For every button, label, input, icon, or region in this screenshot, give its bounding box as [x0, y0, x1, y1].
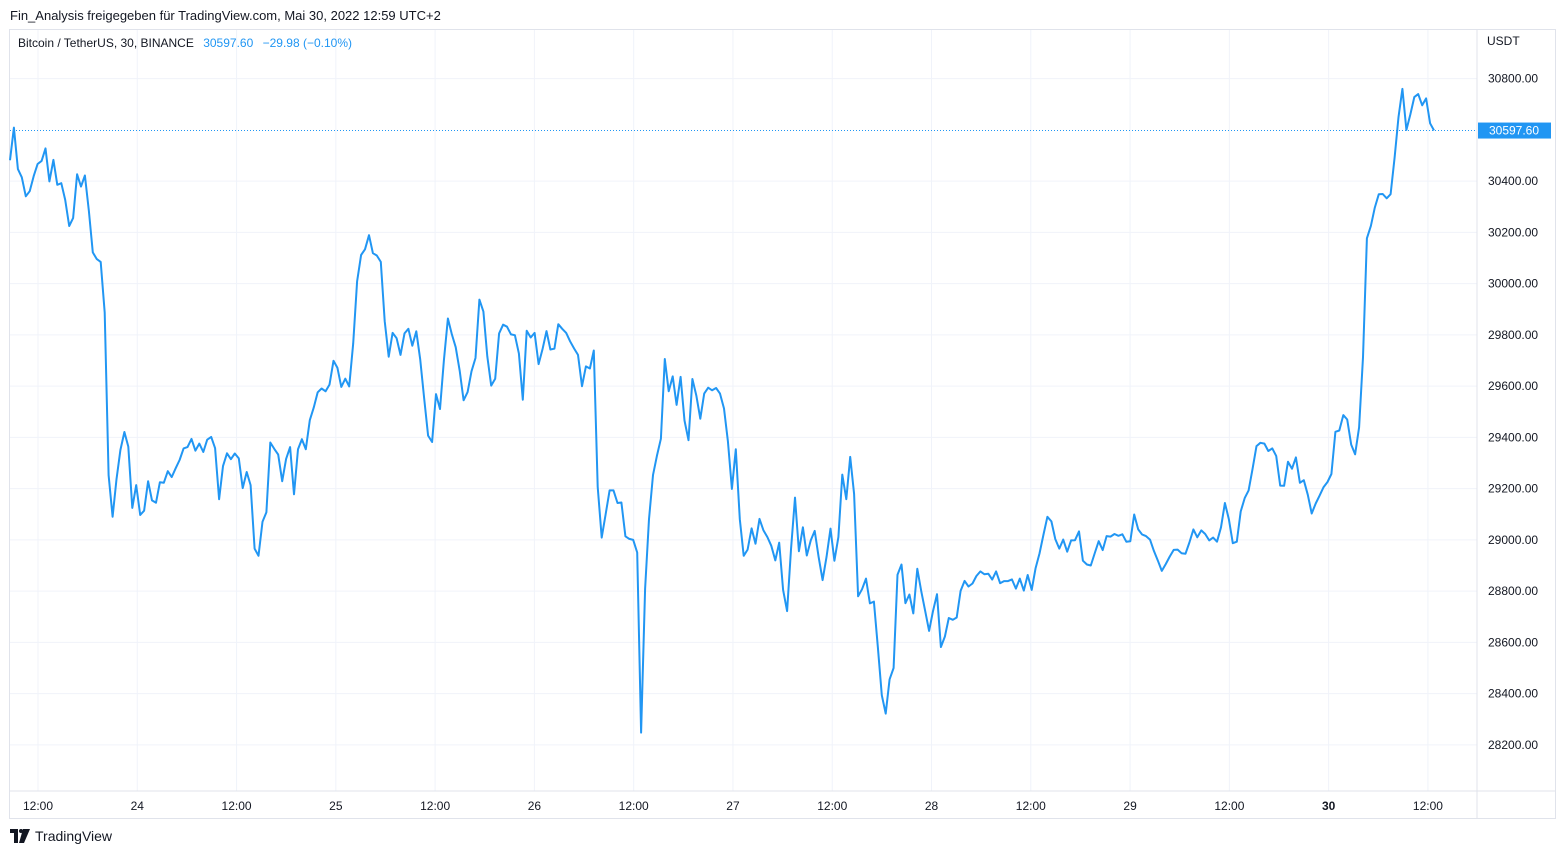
price-tick-label: 30200.00	[1488, 225, 1538, 239]
last-price-badge: 30597.60	[1478, 122, 1551, 139]
chart-grid	[10, 30, 1477, 791]
time-tick-label: 27	[726, 799, 740, 813]
share-caption: Fin_Analysis freigegeben für TradingView…	[10, 8, 441, 23]
price-tick-label: 28600.00	[1488, 635, 1538, 649]
time-tick-label: 12:00	[1016, 799, 1046, 813]
price-line[interactable]	[9, 87, 1435, 734]
time-tick-label: 12:00	[222, 799, 252, 813]
price-scale-currency: USDT	[1487, 34, 1520, 48]
price-series	[9, 87, 1435, 734]
time-tick-label: 28	[925, 799, 939, 813]
time-tick-label: 12:00	[1413, 799, 1443, 813]
price-change-value: −29.98 (−0.10%)	[262, 36, 353, 50]
price-tick-label: 28800.00	[1488, 584, 1538, 598]
time-tick-label: 12:00	[817, 799, 847, 813]
time-tick-label: 24	[131, 799, 145, 813]
time-tick-label: 12:00	[619, 799, 649, 813]
price-tick-label: 30000.00	[1488, 277, 1538, 291]
last-price-value: 30597.60	[203, 36, 254, 50]
time-tick-label: 12:00	[1214, 799, 1244, 813]
price-tick-label: 28200.00	[1488, 738, 1538, 752]
price-tick-label: 30800.00	[1488, 72, 1538, 86]
price-tick-label: 30400.00	[1488, 174, 1538, 188]
time-tick-label: 12:00	[420, 799, 450, 813]
last-price-label: 30597.60	[1489, 124, 1539, 138]
tradingview-footer[interactable]: TradingView	[10, 828, 112, 844]
price-tick-label: 29600.00	[1488, 379, 1538, 393]
time-scale: 12:00 24 12:00 25 12:00 26 12:00 27 12:00 28 12:00…	[23, 799, 1443, 813]
time-tick-label: 12:00	[23, 799, 53, 813]
price-tick-label: 29400.00	[1488, 430, 1538, 444]
price-tick-label: 28400.00	[1488, 687, 1538, 701]
price-tick-label: 29200.00	[1488, 482, 1538, 496]
time-tick-label: 29	[1123, 799, 1137, 813]
time-tick-label: 26	[528, 799, 542, 813]
tradingview-logo-icon	[10, 829, 30, 843]
price-tick-label: 29800.00	[1488, 328, 1538, 342]
time-tick-label: 25	[329, 799, 343, 813]
chart-frame	[9, 29, 1556, 819]
tradingview-brand: TradingView	[35, 828, 113, 844]
time-tick-label: 30	[1322, 799, 1336, 813]
symbol-name[interactable]: Bitcoin / TetherUS, 30, BINANCE	[18, 36, 194, 50]
price-scale: 28200.00 28400.00 28600.00 28800.00 29000.00…	[1488, 72, 1538, 752]
symbol-legend[interactable]: Bitcoin / TetherUS, 30, BINANCE 30597.60…	[18, 36, 352, 50]
price-tick-label: 29000.00	[1488, 533, 1538, 547]
